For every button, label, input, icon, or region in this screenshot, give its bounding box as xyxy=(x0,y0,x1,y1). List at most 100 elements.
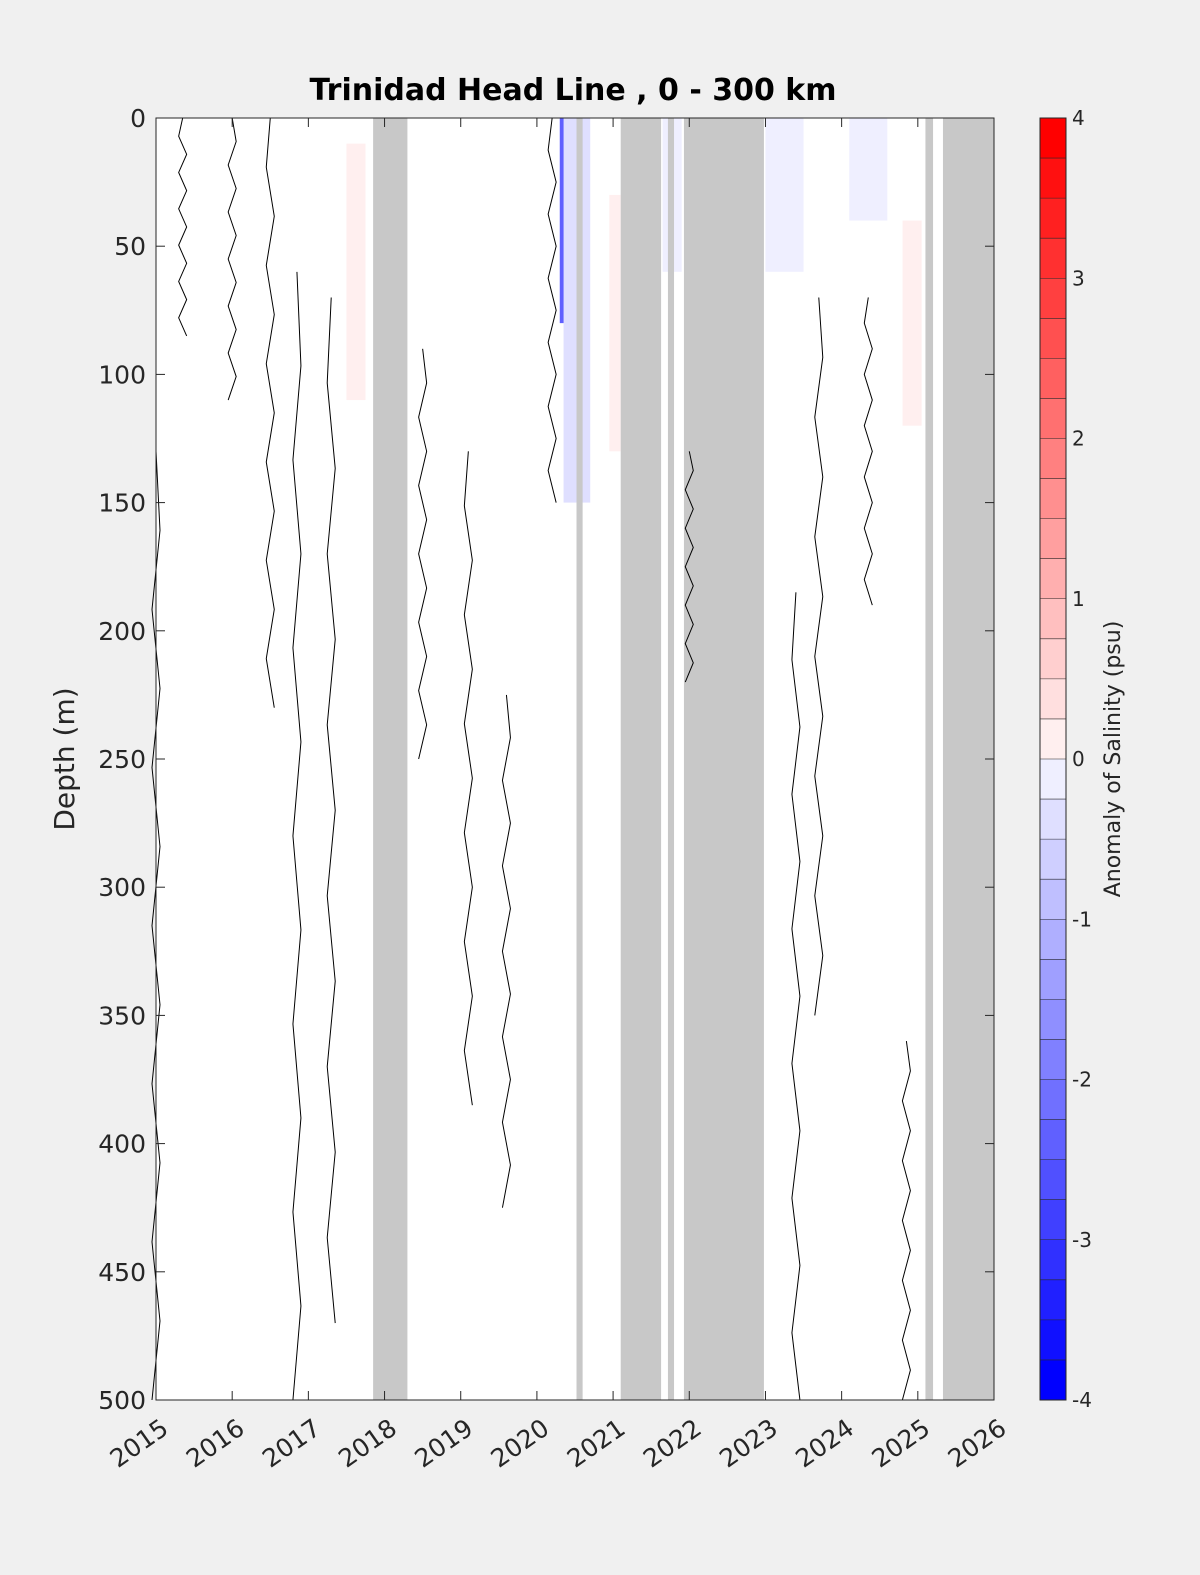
zero-contour xyxy=(265,117,275,708)
y-tick-label: 400 xyxy=(98,1130,146,1159)
y-tick-label: 50 xyxy=(114,232,146,261)
colorbar-tick-label: -3 xyxy=(1072,1228,1092,1252)
colorbar-segment xyxy=(1040,839,1066,880)
colorbar-segment xyxy=(1040,1079,1066,1121)
colorbar: 4 3 2 1 0 -1 -2 -3 -4 xyxy=(1039,106,1092,1412)
x-tick-label: 2017 xyxy=(257,1413,326,1473)
x-tick-label: 2026 xyxy=(943,1413,1012,1473)
y-tick-label: 450 xyxy=(98,1258,146,1287)
colorbar-segment xyxy=(1040,999,1066,1040)
y-axis-label: Depth (m) xyxy=(48,687,81,830)
anomaly-patch xyxy=(346,143,366,401)
zero-contour xyxy=(292,271,302,1401)
colorbar-segment xyxy=(1040,398,1066,439)
colorbar-segment xyxy=(1040,759,1066,800)
colorbar-segment xyxy=(1040,1199,1066,1241)
colorbar-segment xyxy=(1040,1239,1066,1281)
colorbar-tick-label: -2 xyxy=(1072,1068,1092,1092)
zero-contour xyxy=(463,451,473,1106)
anomaly-patch xyxy=(849,118,888,221)
x-tick-label: 2021 xyxy=(562,1413,631,1473)
colorbar-segment xyxy=(1040,799,1066,840)
y-tick-label: 350 xyxy=(98,1001,146,1030)
colorbar-segment xyxy=(1040,358,1066,399)
anomaly-patch xyxy=(521,271,545,452)
y-tick-label: 300 xyxy=(98,873,146,902)
colorbar-segment xyxy=(1040,198,1066,239)
colorbar-segment xyxy=(1040,1159,1066,1201)
colorbar-segment xyxy=(1040,478,1066,520)
x-tick-label: 2016 xyxy=(181,1413,250,1473)
x-tick-label: 2022 xyxy=(638,1413,707,1473)
y-tick-label: 250 xyxy=(98,745,146,774)
colorbar-segment xyxy=(1040,638,1066,680)
colorbar-tick-label: 3 xyxy=(1072,266,1085,290)
no-data-band xyxy=(925,118,934,1400)
y-tick-label: 150 xyxy=(98,489,146,518)
x-tick-label: 2020 xyxy=(486,1413,555,1473)
colorbar-segment xyxy=(1040,1039,1066,1080)
colorbar-segment xyxy=(1040,1119,1066,1161)
colorbar-segment xyxy=(1040,919,1066,960)
x-tick-label: 2018 xyxy=(333,1413,402,1473)
colorbar-segment xyxy=(1040,598,1066,640)
y-tick-label: 100 xyxy=(98,360,146,389)
colorbar-segment xyxy=(1040,718,1066,760)
no-data-band xyxy=(683,118,764,1400)
zero-contour xyxy=(547,117,557,503)
x-tick-label: 2024 xyxy=(790,1413,859,1473)
x-tick-label: 2019 xyxy=(409,1413,478,1473)
no-data-bands xyxy=(373,118,994,1400)
colorbar-segment xyxy=(1040,959,1066,1000)
colorbar-tick-label: 1 xyxy=(1072,587,1085,611)
zero-contour xyxy=(151,451,161,1401)
x-tick-label: 2015 xyxy=(105,1413,174,1473)
anomaly-patch xyxy=(902,220,922,426)
colorbar-tick-label: -4 xyxy=(1072,1388,1092,1412)
x-tick-label: 2023 xyxy=(714,1413,783,1473)
y-tick-label: 0 xyxy=(130,104,146,133)
zero-contour xyxy=(326,297,336,1324)
zero-contour xyxy=(418,348,428,760)
chart-title: Trinidad Head Line , 0 - 300 km xyxy=(309,73,836,108)
colorbar-segment xyxy=(1040,1319,1066,1361)
zero-contour xyxy=(178,117,188,337)
zero-contour xyxy=(684,451,694,683)
zero-contour xyxy=(814,297,824,1016)
zero-contour xyxy=(501,694,511,1208)
colorbar-tick-label: 2 xyxy=(1072,427,1085,451)
colorbar-segment xyxy=(1040,158,1066,199)
colorbar-segment xyxy=(1040,238,1066,279)
colorbar-segment xyxy=(1040,518,1066,560)
colorbar-segment xyxy=(1040,678,1066,720)
zero-contour xyxy=(227,117,237,401)
anomaly-patch xyxy=(609,194,621,452)
colorbar-tick-label: 4 xyxy=(1072,106,1085,130)
anomaly-patch xyxy=(453,246,492,426)
colorbar-tick-label: 0 xyxy=(1072,747,1085,771)
colorbar-label: Anomaly of Salinity (psu) xyxy=(1101,621,1126,898)
zero-contour xyxy=(863,297,873,606)
zero-contours xyxy=(151,117,911,1401)
x-tick-label: 2025 xyxy=(867,1413,936,1473)
zero-contour xyxy=(791,592,801,1401)
y-axis: 0 50 100 150 200 250 300 350 400 450 500 xyxy=(98,104,994,1415)
colorbar-segment xyxy=(1040,1279,1066,1321)
colorbar-frame xyxy=(1039,117,1067,1401)
no-data-band xyxy=(667,118,675,1400)
colorbar-tick-label: -1 xyxy=(1072,907,1092,931)
no-data-band xyxy=(373,118,408,1400)
no-data-band xyxy=(576,118,583,1400)
anomaly-patches xyxy=(346,118,922,503)
y-tick-label: 200 xyxy=(98,617,146,646)
colorbar-segment xyxy=(1040,318,1066,359)
colorbar-segment xyxy=(1040,558,1066,600)
colorbar-segment xyxy=(1040,1359,1066,1401)
colorbar-segment xyxy=(1040,278,1066,319)
no-data-band xyxy=(620,118,662,1400)
colorbar-segment xyxy=(1040,438,1066,480)
y-tick-label: 500 xyxy=(98,1386,146,1415)
zero-contour xyxy=(901,1040,911,1401)
